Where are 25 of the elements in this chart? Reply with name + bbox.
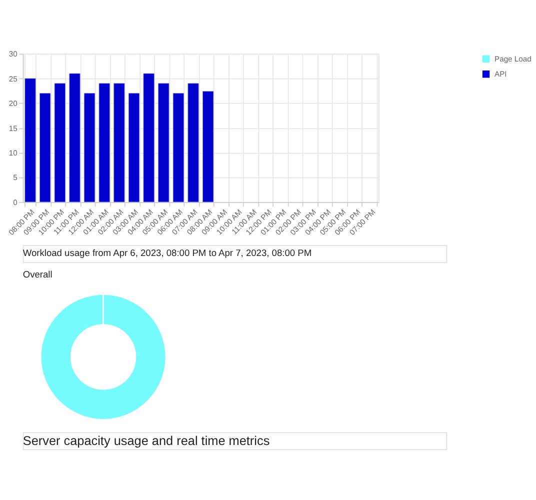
bar: [158, 83, 170, 202]
y-tick-label: 0: [13, 198, 18, 207]
bar: [40, 93, 51, 202]
bar: [143, 73, 154, 202]
bar: [98, 83, 110, 202]
bar: [172, 93, 184, 202]
text: Overall: [22, 269, 52, 280]
y-tick-label: 10: [8, 148, 18, 158]
text: Workload usage from Apr 6, 2023, 08:00 PM to Apr 7, 2023, 08:00 PM: [22, 248, 312, 258]
y-tick-label: 20: [8, 99, 18, 108]
y-tick-label: 25: [8, 74, 18, 84]
y-tick-label: 15: [8, 124, 18, 133]
bar: [128, 93, 140, 202]
bar: [24, 78, 36, 202]
bar: [188, 83, 199, 202]
y-tick-label: 30: [8, 50, 18, 59]
bar: [84, 93, 96, 202]
bar: [202, 91, 214, 202]
bar: [54, 83, 66, 202]
legend-label: API: [494, 70, 507, 79]
bar: [69, 73, 80, 202]
bar: [114, 83, 125, 202]
legend-label: Page Load: [494, 54, 532, 64]
y-tick-label: 5: [13, 173, 18, 182]
text: Server capacity usage and real time metrics: [22, 434, 270, 448]
